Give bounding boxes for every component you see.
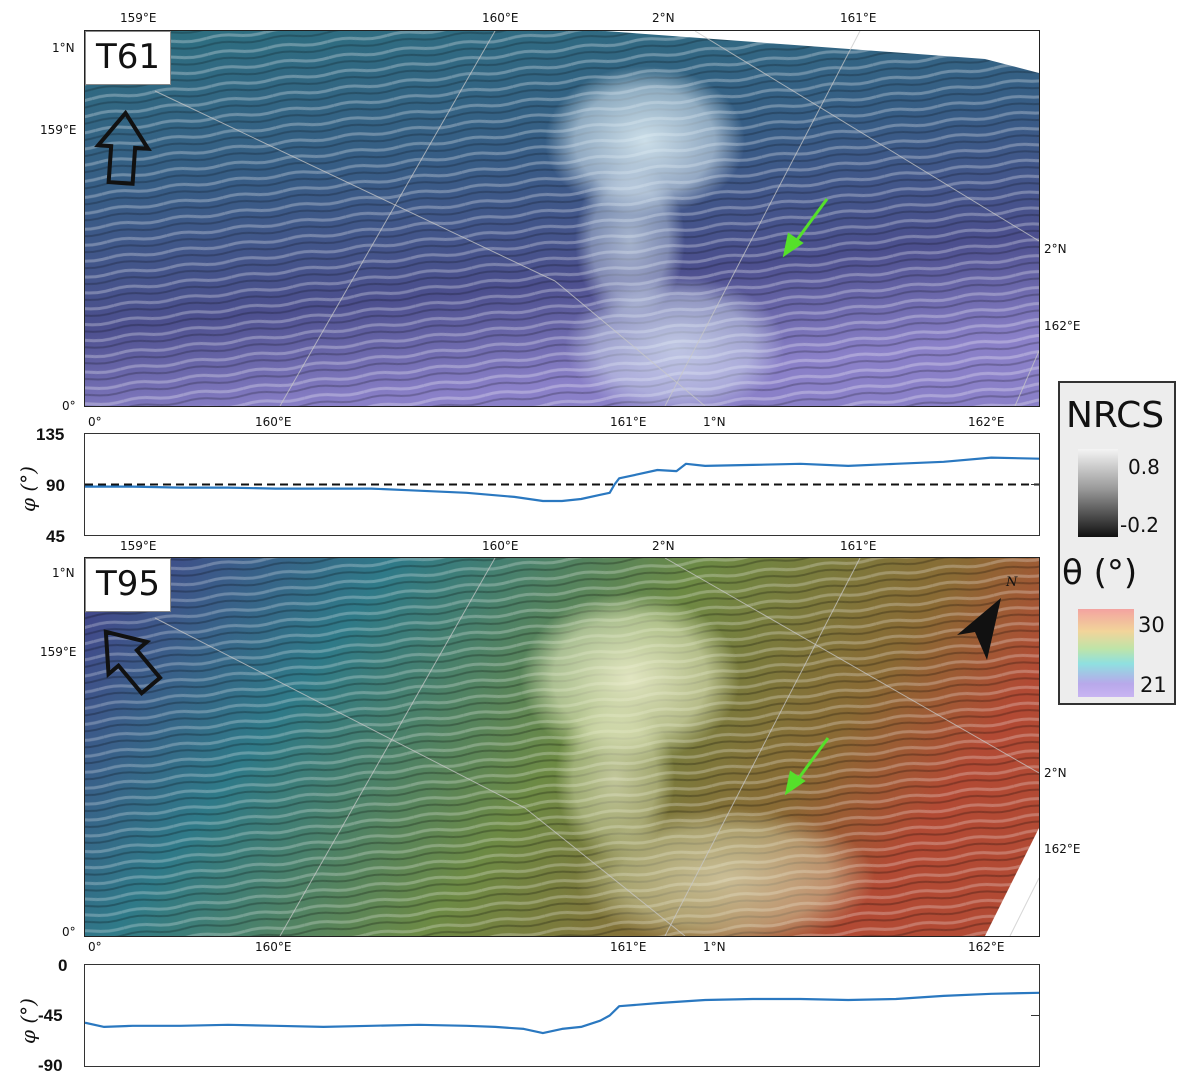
sar-image-t61 [85, 31, 1039, 406]
right-tick-t95-2: 162°E [1044, 842, 1081, 856]
legend-theta-min: 21 [1140, 673, 1167, 697]
top-tick-t95-2: 160°E [482, 539, 519, 553]
north-arrow-icon [957, 598, 1001, 660]
chart2-ytick-top: 0 [58, 956, 68, 975]
wind-direction-arrow-icon-t61 [94, 109, 152, 186]
left-tick-t95-3: 0° [62, 925, 76, 939]
feature-arrow-green-t95 [784, 737, 830, 796]
top-tick-t95-1: 159°E [120, 539, 157, 553]
wind-direction-arrow-icon-t95 [103, 629, 163, 697]
bottom-tick-t95-1: 0° [88, 940, 102, 954]
phi-chart-2-plot [84, 991, 1040, 1035]
phi-chart-2 [84, 964, 1040, 1067]
sar-panel-t95: N T95 [84, 557, 1040, 937]
top-tick-t61-3: 2°N [652, 11, 675, 25]
chart1-ytick-top: 135 [36, 425, 65, 444]
legend-nrcs-colorbar [1078, 449, 1118, 537]
bottom-tick-t95-4: 1°N [703, 940, 726, 954]
phi-chart-1-plot [85, 456, 1040, 503]
legend-theta-colorbar [1078, 609, 1134, 697]
feature-arrow-green-t61 [782, 198, 829, 258]
top-tick-t61-1: 159°E [120, 11, 157, 25]
north-label: N [1006, 575, 1018, 590]
bottom-tick-t61-1: 0° [88, 415, 102, 429]
left-tick-t61-3: 0° [62, 399, 76, 413]
bottom-tick-t61-2: 160°E [255, 415, 292, 429]
top-tick-t95-3: 2°N [652, 539, 675, 553]
chart1-ytick-bot: 45 [46, 527, 65, 546]
right-tick-t61-1: 2°N [1044, 242, 1067, 256]
chart2-ytick-bot: -90 [38, 1056, 63, 1075]
bottom-tick-t95-3: 161°E [610, 940, 647, 954]
legend-nrcs-min: -0.2 [1120, 513, 1160, 537]
panel-label-t61: T61 [85, 31, 172, 85]
legend-nrcs-max: 0.8 [1128, 455, 1160, 479]
left-tick-t95-1: 1°N [52, 566, 75, 580]
chart1-ytick-mid: 90 [46, 476, 65, 495]
right-tick-t95-1: 2°N [1044, 766, 1067, 780]
legend: NRCS 0.8 -0.2 θ (°) 30 21 [1058, 381, 1176, 705]
left-tick-t95-2: 159°E [40, 645, 77, 659]
left-tick-t61-2: 159°E [40, 123, 77, 137]
bottom-tick-t61-4: 1°N [703, 415, 726, 429]
chart2-ytick-mid: -45 [38, 1006, 63, 1025]
bottom-tick-t95-2: 160°E [255, 940, 292, 954]
legend-theta-max: 30 [1138, 613, 1165, 637]
bottom-tick-t61-3: 161°E [610, 415, 647, 429]
left-tick-t61-1: 1°N [52, 41, 75, 55]
sar-image-t95 [85, 558, 1039, 936]
right-tick-t61-2: 162°E [1044, 319, 1081, 333]
top-tick-t95-4: 161°E [840, 539, 877, 553]
phi-series-line-1 [85, 456, 1040, 503]
top-tick-t61-4: 161°E [840, 11, 877, 25]
bottom-tick-t61-5: 162°E [968, 415, 1005, 429]
chart1-ylabel: φ (°) [16, 466, 40, 512]
sar-panel-t61: T61 [84, 30, 1040, 407]
legend-theta-title: θ (°) [1062, 553, 1138, 593]
panel-label-t95: T95 [85, 558, 172, 612]
phi-chart-1 [84, 433, 1040, 536]
chart2-ylabel: φ (°) [16, 998, 40, 1044]
phi-series-line-2 [84, 991, 1040, 1035]
legend-nrcs-title: NRCS [1066, 395, 1165, 436]
top-tick-t61-2: 160°E [482, 11, 519, 25]
bottom-tick-t95-5: 162°E [968, 940, 1005, 954]
